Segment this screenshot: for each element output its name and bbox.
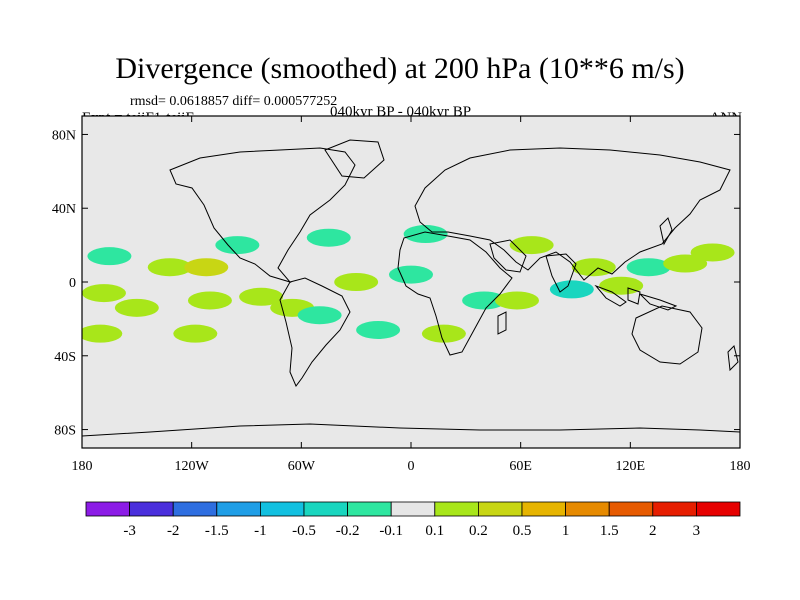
colorbar-label: 1.5 [600, 523, 619, 539]
anomaly-blob [690, 243, 735, 262]
colorbar-label: -0.2 [336, 523, 360, 539]
coastlines [82, 139, 740, 437]
colorbar-label: 2 [649, 523, 657, 539]
lat-label: 40N [52, 202, 76, 217]
lon-label: 180 [730, 459, 751, 474]
lon-label: 180 [72, 459, 93, 474]
colorbar-label: -3 [123, 523, 136, 539]
colorbar-label: -0.5 [292, 523, 316, 539]
anomaly-blob [87, 247, 132, 266]
colorbar-swatch [347, 501, 392, 517]
anomaly-blob [184, 258, 229, 277]
colorbar-swatch [477, 501, 523, 517]
anomaly-blob [173, 324, 218, 343]
anomaly-blob [509, 236, 554, 255]
colorbar-label: -1.5 [205, 523, 229, 539]
lon-label: 0 [408, 459, 415, 474]
anomaly-blob [334, 273, 379, 291]
colorbar-swatch [259, 501, 305, 517]
lat-label: 80S [54, 424, 76, 439]
anomaly-blob [297, 306, 342, 325]
anomaly-layer [82, 225, 735, 343]
lon-label: 60E [509, 459, 532, 474]
colorbar-swatch [390, 501, 436, 517]
colorbar: -3 -2 -1.5 -1 -0.5 -0.2 -0.1 0.1 0.2 0.5 1 1.5 2 3 [85, 501, 741, 539]
colorbar-swatch [216, 501, 261, 517]
anomaly-blob [549, 280, 594, 299]
anomaly-blob [403, 225, 448, 244]
plot-title: Divergence (smoothed) at 200 hPa (10**6 … [115, 52, 685, 85]
colorbar-swatch [303, 501, 348, 517]
anomaly-blob [82, 284, 126, 303]
anomaly-blob [82, 324, 123, 343]
lon-label: 60W [288, 459, 316, 474]
colorbar-swatch [85, 501, 130, 517]
lat-label: 80N [52, 128, 76, 143]
lat-label: 0 [69, 276, 76, 291]
colorbar-label: 3 [693, 523, 701, 539]
anomaly-blob [306, 228, 351, 247]
colorbar-swatch [434, 501, 479, 517]
colorbar-swatch [129, 501, 174, 517]
anomaly-blob [356, 320, 401, 339]
colorbar-label: -0.1 [379, 523, 403, 539]
anomaly-blob [599, 276, 644, 295]
colorbar-swatch [608, 501, 654, 517]
colorbar-label: -2 [167, 523, 180, 539]
anomaly-blob [421, 324, 466, 343]
anomaly-blob [389, 265, 433, 284]
colorbar-swatch [565, 501, 610, 517]
anomaly-blob [215, 236, 260, 255]
colorbar-swatch [652, 501, 697, 517]
anomaly-blob [571, 258, 616, 277]
colorbar-label: -1 [254, 523, 267, 539]
anomaly-blob [495, 291, 540, 310]
anomaly-blob [462, 291, 507, 310]
lon-label: 120W [175, 459, 210, 474]
anomaly-blob [239, 287, 284, 306]
lat-label: 40S [54, 350, 76, 365]
colorbar-swatch [696, 501, 741, 517]
anomaly-blob [147, 258, 192, 277]
colorbar-label: 0.1 [425, 523, 444, 539]
colorbar-swatch [172, 501, 218, 517]
anomaly-blob [626, 258, 671, 277]
anomaly-blob [114, 298, 159, 317]
map-axes: 80N 40N 0 40S 80S 180 120W 60W 0 60E 120E 180 [52, 116, 751, 474]
colorbar-label: 0.5 [513, 523, 532, 539]
lon-label: 120E [616, 459, 646, 474]
anomaly-blob [187, 291, 232, 310]
colorbar-swatch [521, 501, 566, 517]
stats-text: rmsd= 0.0618857 diff= 0.000577252 [130, 94, 338, 109]
colorbar-label: 1 [562, 523, 570, 539]
anomaly-blob [663, 254, 708, 273]
colorbar-label: 0.2 [469, 523, 488, 539]
